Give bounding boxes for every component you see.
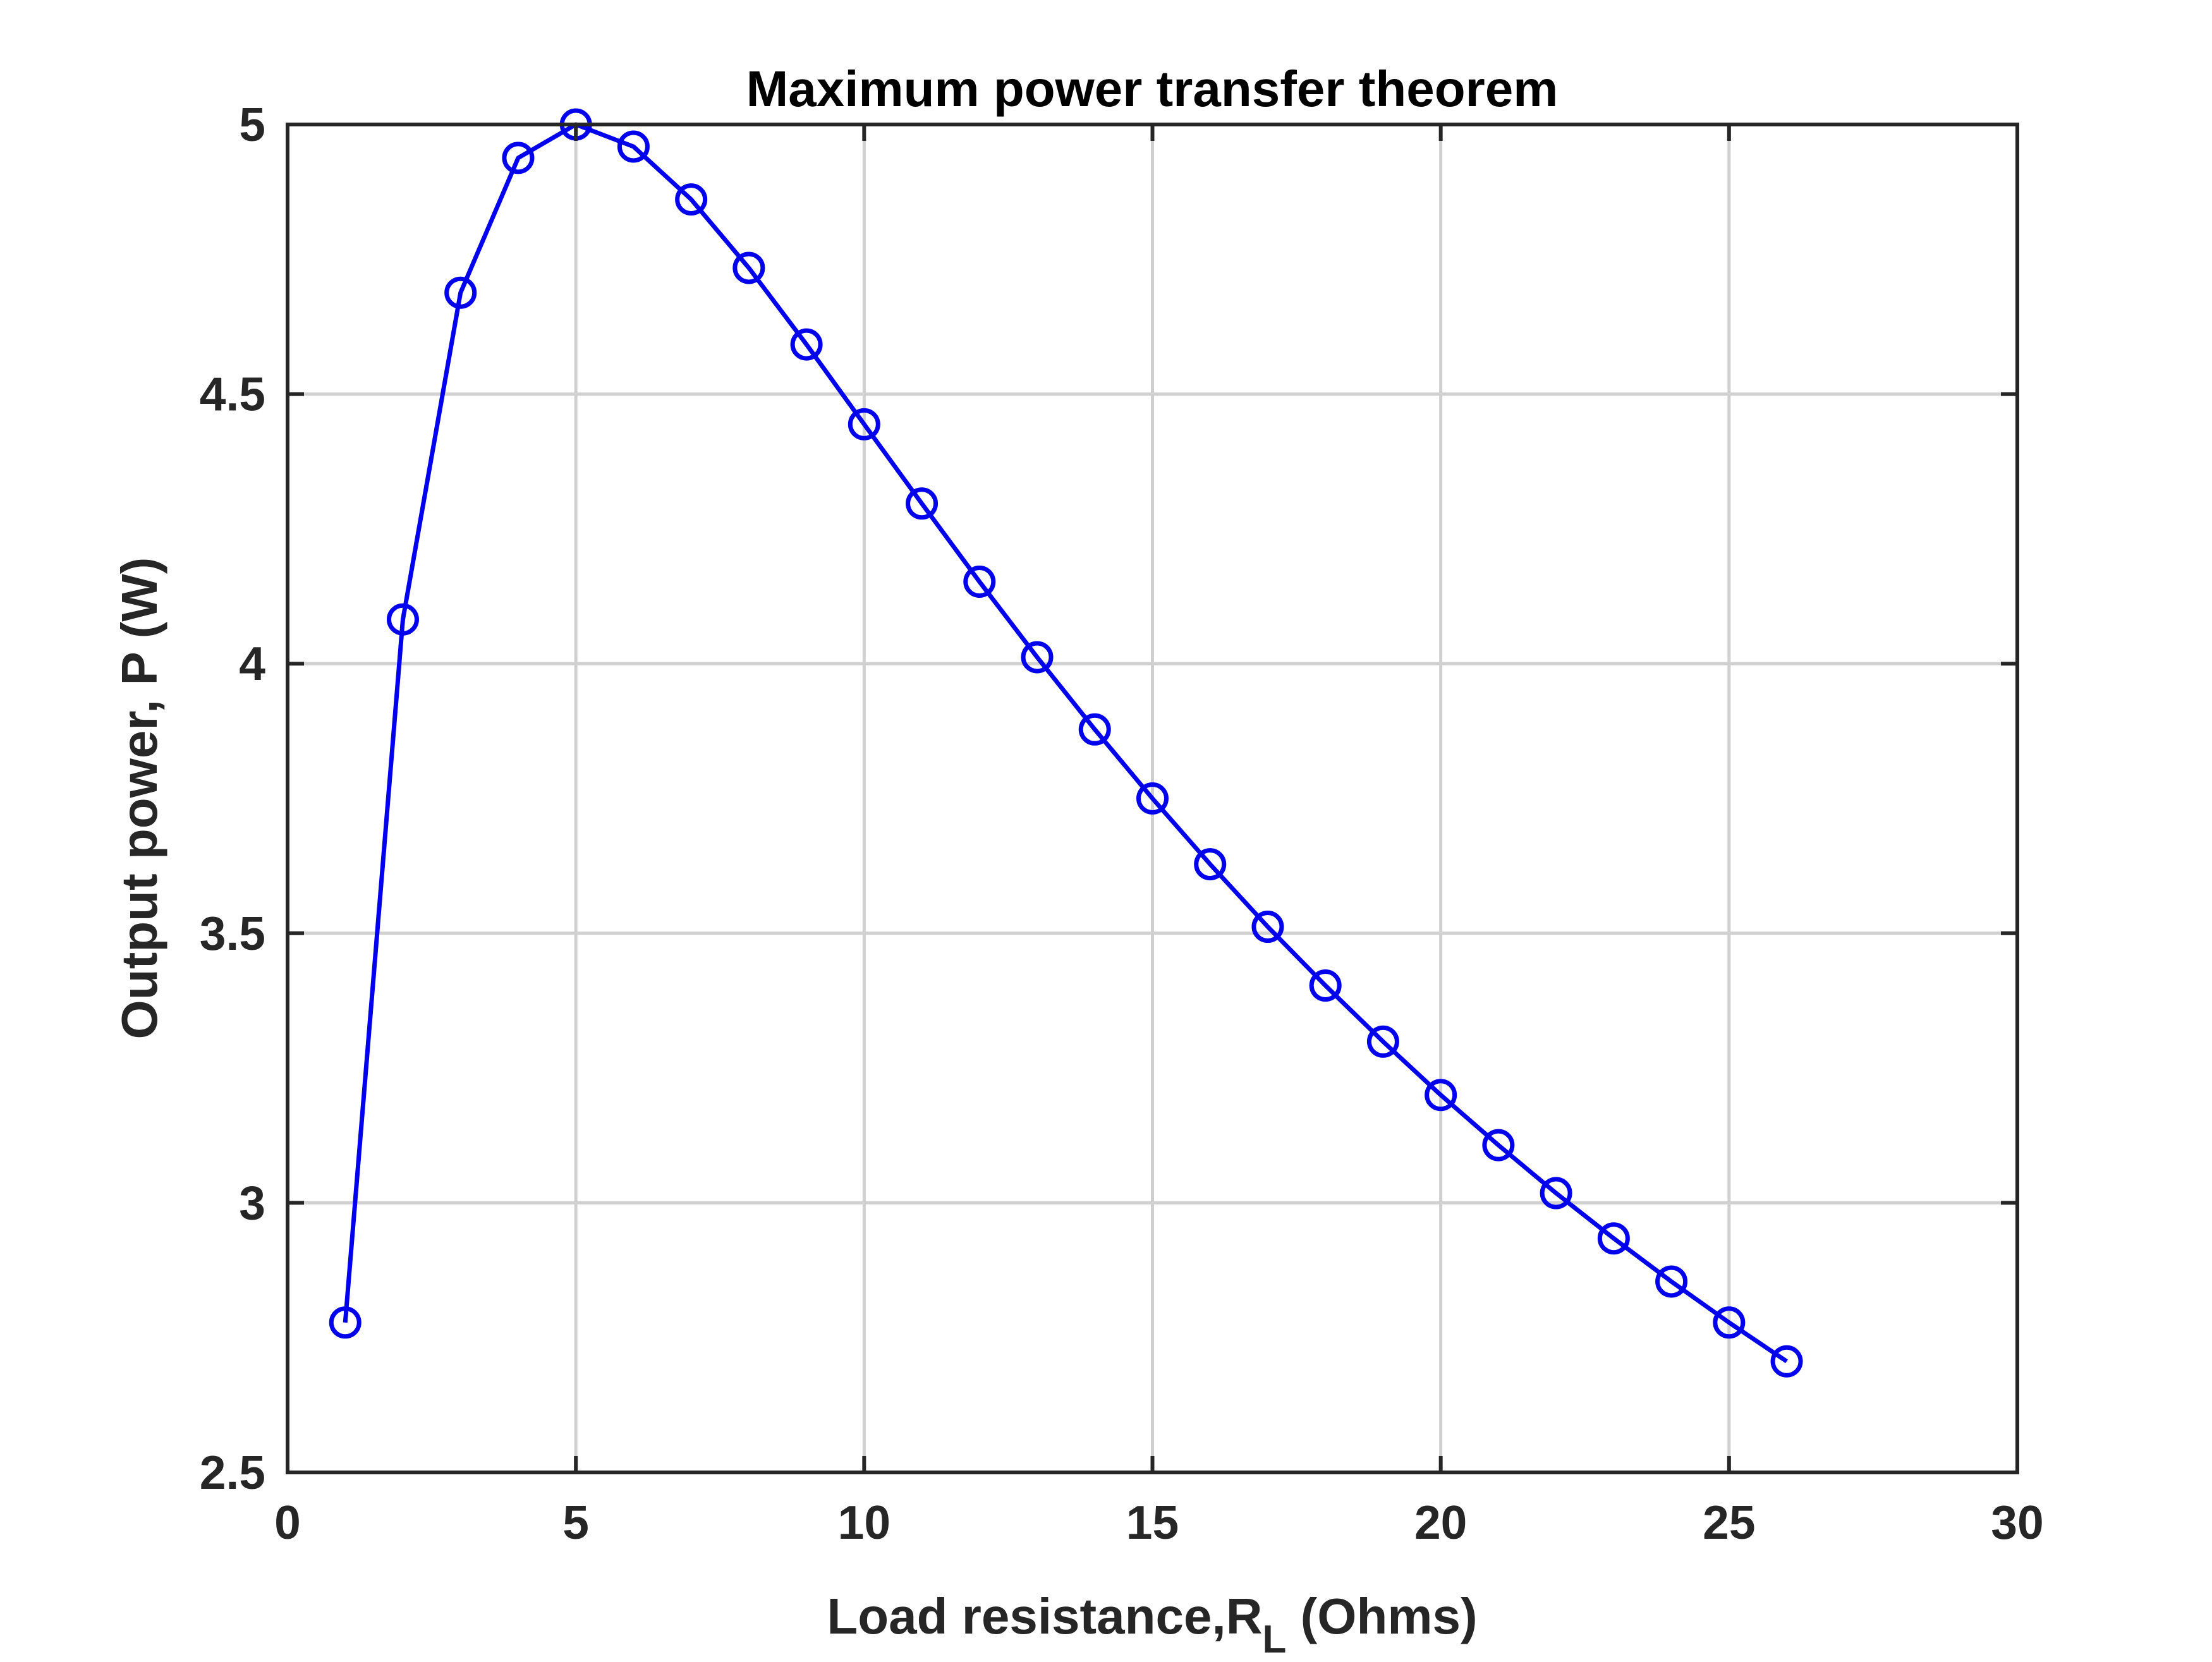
- y-tick-label: 5: [239, 98, 265, 151]
- data-point-marker: [790, 328, 823, 361]
- data-point-marker: [1540, 1177, 1572, 1210]
- data-point-marker: [1770, 1345, 1803, 1378]
- data-point-marker: [1482, 1129, 1515, 1162]
- data-point-marker: [1078, 713, 1111, 746]
- data-point-marker: [1713, 1306, 1746, 1339]
- x-tick-label: 0: [274, 1496, 301, 1549]
- data-point-marker: [1136, 782, 1169, 815]
- data-point-marker: [617, 130, 650, 163]
- x-tick-label: 25: [1703, 1496, 1755, 1549]
- y-tick-labels: 2.5 3 3.5 4 4.5 5: [200, 98, 266, 1499]
- data-point-marker: [1194, 848, 1227, 881]
- y-tick-label: 2.5: [200, 1446, 265, 1499]
- x-axis-label-main: Load resistance,R: [827, 1588, 1262, 1644]
- data-point-marker: [386, 603, 419, 636]
- data-point-marker: [675, 183, 708, 216]
- data-point-marker: [329, 1306, 362, 1339]
- y-tick-label: 3.5: [200, 907, 265, 960]
- y-tick-label: 4: [239, 637, 265, 690]
- data-point-marker: [502, 142, 535, 174]
- x-tick-label: 30: [1991, 1496, 2043, 1549]
- data-point-marker: [906, 487, 939, 520]
- y-tick-label: 3: [239, 1176, 265, 1229]
- y-axis-label: Output power, P (W): [111, 557, 167, 1040]
- data-point-marker: [848, 408, 880, 440]
- data-point-marker: [1021, 641, 1054, 674]
- data-point-marker: [1251, 911, 1284, 943]
- chart-title: Maximum power transfer theorem: [746, 61, 1559, 117]
- x-axis-label-subscript: L: [1263, 1618, 1287, 1659]
- data-point-marker: [1309, 969, 1342, 1002]
- data-point-marker: [963, 566, 996, 598]
- grid-lines: [288, 124, 2017, 1472]
- data-series: [329, 108, 1803, 1378]
- tick-marks: [286, 123, 2019, 1474]
- data-point-marker: [1425, 1079, 1457, 1112]
- data-point-marker: [1597, 1222, 1630, 1255]
- x-tick-label: 15: [1126, 1496, 1179, 1549]
- data-point-marker: [444, 276, 477, 309]
- data-point-marker: [732, 252, 765, 284]
- x-tick-labels: 0 5 10 15 20 25 30: [274, 1496, 2044, 1549]
- x-axis-label: Load resistance,RL (Ohms): [827, 1588, 1477, 1659]
- data-point-marker: [1366, 1025, 1399, 1058]
- x-tick-label: 5: [562, 1496, 589, 1549]
- x-tick-label: 10: [838, 1496, 890, 1549]
- x-axis-label-suffix: (Ohms): [1286, 1588, 1477, 1644]
- y-tick-label: 4.5: [200, 368, 265, 421]
- x-tick-label: 20: [1414, 1496, 1467, 1549]
- data-point-marker: [1655, 1265, 1688, 1298]
